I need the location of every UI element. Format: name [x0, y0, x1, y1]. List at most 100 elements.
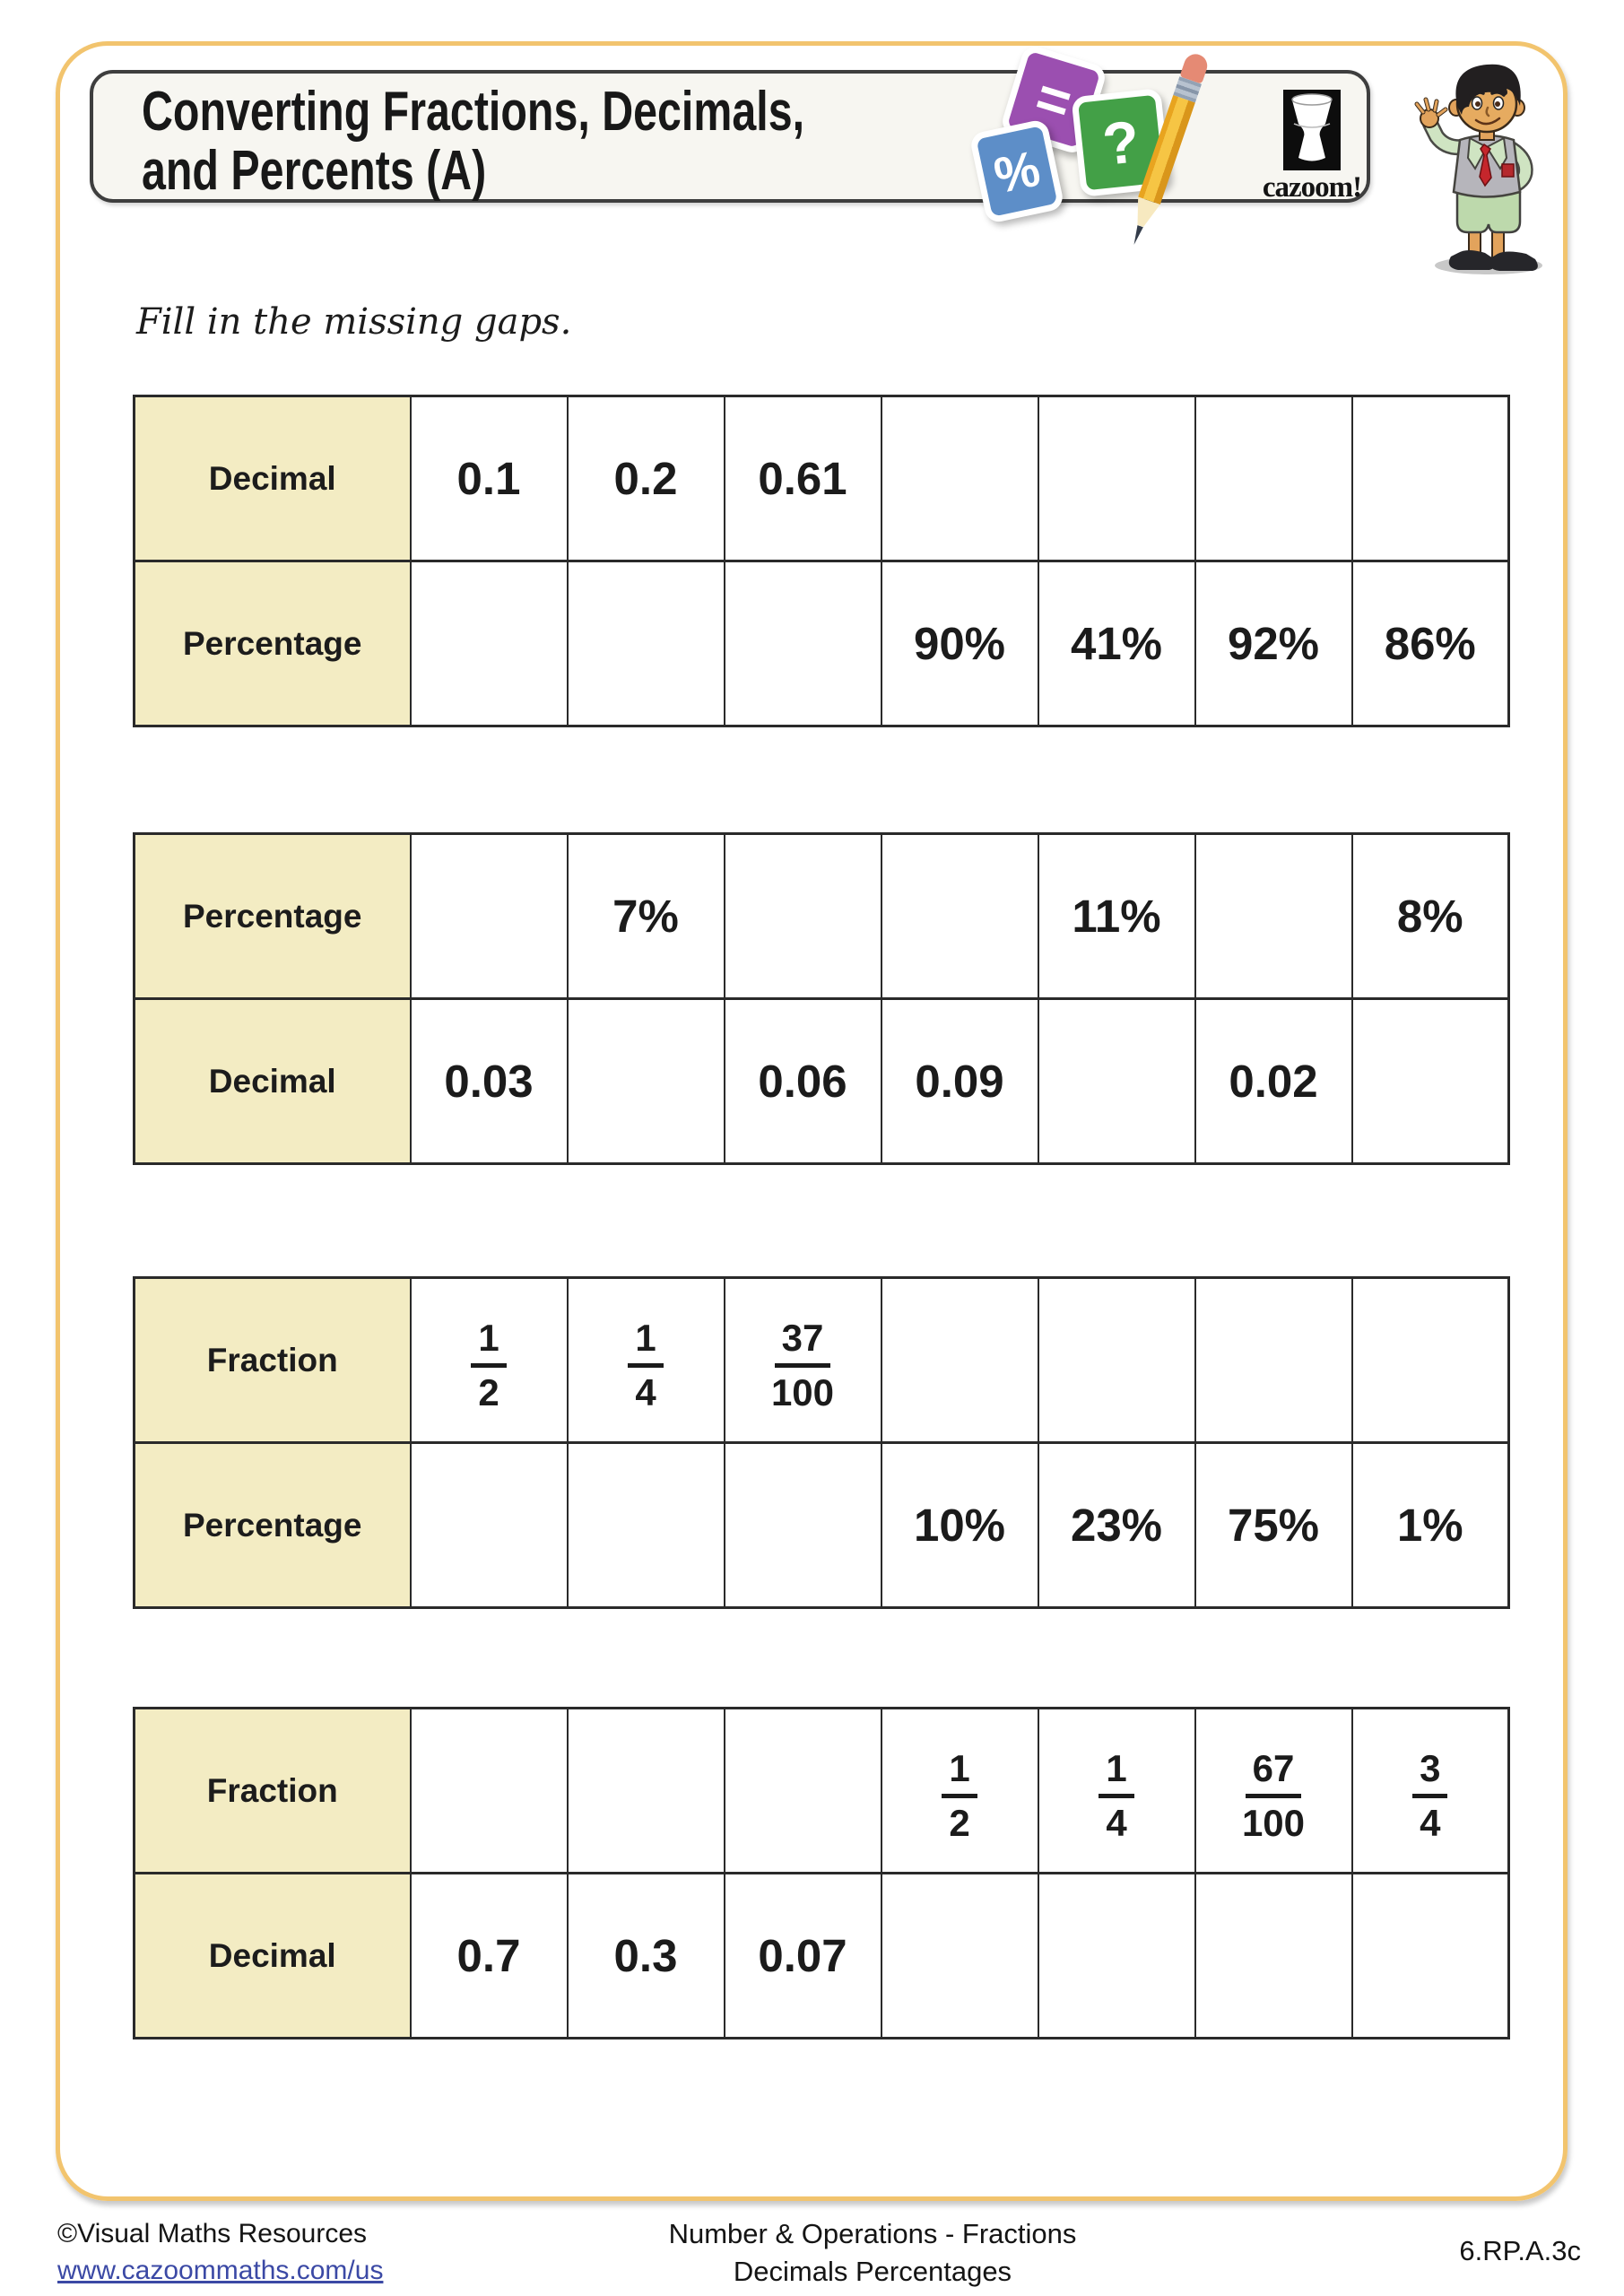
value-cell: 0.06	[723, 997, 882, 1165]
row-label: Decimal	[133, 997, 412, 1165]
value-cell: 0.61	[723, 395, 882, 562]
answer-cell-empty	[723, 560, 882, 727]
row-label: Percentage	[133, 832, 412, 1000]
fraction-value: 67 100	[1241, 1747, 1306, 1844]
value-cell: 0.02	[1194, 997, 1353, 1165]
footer-topic-line1: Number & Operations - Fractions	[668, 2218, 1077, 2249]
value-cell: 0.1	[409, 395, 569, 562]
table-row: Percentage 7% 11% 8%	[133, 832, 1510, 1000]
conversion-table-4: Fraction 1 2 1 4 67 100 3 4 Decimal 0.7 0.3 0.07	[133, 1707, 1510, 2039]
value-cell: 0.2	[566, 395, 725, 562]
answer-cell-empty	[566, 1441, 725, 1609]
answer-cell-empty	[1037, 997, 1196, 1165]
answer-cell-empty	[409, 1441, 569, 1609]
footer-center: Number & Operations - Fractions Decimals…	[644, 2215, 1101, 2291]
value-cell: 1%	[1350, 1441, 1510, 1609]
row-label: Percentage	[133, 560, 412, 727]
conversion-table-3: Fraction 1 2 1 4 37 100 Percentage 10% 23% 75% 1%	[133, 1276, 1510, 1609]
answer-cell-empty	[409, 1707, 569, 1874]
value-cell: 0.03	[409, 997, 569, 1165]
answer-cell-empty	[1037, 395, 1196, 562]
answer-cell-empty	[1037, 1872, 1196, 2039]
answer-cell-empty	[566, 1707, 725, 1874]
answer-cell-empty	[409, 560, 569, 727]
conversion-table-2: Percentage 7% 11% 8% Decimal 0.03 0.06 0.09 0.02	[133, 832, 1510, 1165]
cazoom-logo: cazoom!	[1245, 90, 1379, 204]
value-cell: 10%	[880, 1441, 1039, 1609]
answer-cell-empty	[566, 560, 725, 727]
cazoom-logo-text: cazoom!	[1262, 171, 1362, 204]
percent-glyph: %	[989, 139, 1045, 204]
value-cell: 86%	[1350, 560, 1510, 727]
answer-cell-empty	[1194, 832, 1353, 1000]
value-cell: 37 100	[723, 1276, 882, 1444]
answer-cell-empty	[1350, 1276, 1510, 1444]
table-row: Decimal 0.7 0.3 0.07	[133, 1872, 1510, 2039]
footer-left: ©Visual Maths Resources www.cazoommaths.…	[57, 2215, 383, 2289]
value-cell: 41%	[1037, 560, 1196, 727]
page-title-line2: and Percents (A)	[142, 140, 487, 202]
fraction-value: 37 100	[770, 1317, 835, 1413]
value-cell: 7%	[566, 832, 725, 1000]
value-cell: 11%	[1037, 832, 1196, 1000]
table-row: Percentage 10% 23% 75% 1%	[133, 1441, 1510, 1609]
table-row: Percentage 90% 41% 92% 86%	[133, 560, 1510, 727]
row-label: Percentage	[133, 1441, 412, 1609]
answer-cell-empty	[723, 832, 882, 1000]
answer-cell-empty	[566, 997, 725, 1165]
answer-cell-empty	[1194, 395, 1353, 562]
value-cell: 0.07	[723, 1872, 882, 2039]
cazoom-website-link[interactable]: www.cazoommaths.com/us	[57, 2256, 384, 2285]
answer-cell-empty	[1194, 1276, 1353, 1444]
value-cell: 0.3	[566, 1872, 725, 2039]
row-label: Decimal	[133, 395, 412, 562]
answer-cell-empty	[880, 832, 1039, 1000]
row-label: Fraction	[133, 1276, 412, 1444]
answer-cell-empty	[1350, 1872, 1510, 2039]
student-mascot	[1414, 64, 1542, 274]
answer-cell-empty	[1350, 997, 1510, 1165]
value-cell: 0.7	[409, 1872, 569, 2039]
table-row: Decimal 0.03 0.06 0.09 0.02	[133, 997, 1510, 1165]
page-title: Converting Fractions, Decimals, and Perc…	[142, 83, 804, 201]
value-cell: 67 100	[1194, 1707, 1353, 1874]
footer-copyright: ©Visual Maths Resources	[57, 2219, 368, 2248]
answer-cell-empty	[409, 832, 569, 1000]
answer-cell-empty	[880, 1872, 1039, 2039]
instruction-text: Fill in the missing gaps.	[136, 301, 572, 343]
footer-standard-code: 6.RP.A.3c	[1459, 2235, 1581, 2266]
answer-cell-empty	[1037, 1276, 1196, 1444]
row-label: Decimal	[133, 1872, 412, 2039]
page-border	[56, 41, 1568, 2201]
page-title-line1: Converting Fractions, Decimals,	[142, 81, 805, 143]
answer-cell-empty	[723, 1707, 882, 1874]
value-cell: 92%	[1194, 560, 1353, 727]
value-cell: 75%	[1194, 1441, 1353, 1609]
answer-cell-empty	[1194, 1872, 1353, 2039]
table-row: Decimal 0.1 0.2 0.61	[133, 395, 1510, 562]
question-glyph: ?	[1099, 108, 1142, 178]
table-row: Fraction 1 2 1 4 37 100	[133, 1276, 1510, 1444]
value-cell: 0.09	[880, 997, 1039, 1165]
row-label: Fraction	[133, 1707, 412, 1874]
answer-cell-empty	[880, 1276, 1039, 1444]
answer-cell-empty	[880, 395, 1039, 562]
table-row: Fraction 1 2 1 4 67 100 3 4	[133, 1707, 1510, 1874]
value-cell: 8%	[1350, 832, 1510, 1000]
value-cell: 90%	[880, 560, 1039, 727]
answer-cell-empty	[723, 1441, 882, 1609]
value-cell: 23%	[1037, 1441, 1196, 1609]
footer-topic-line2: Decimals Percentages	[733, 2256, 1012, 2287]
cazoom-drum-icon	[1283, 90, 1341, 170]
